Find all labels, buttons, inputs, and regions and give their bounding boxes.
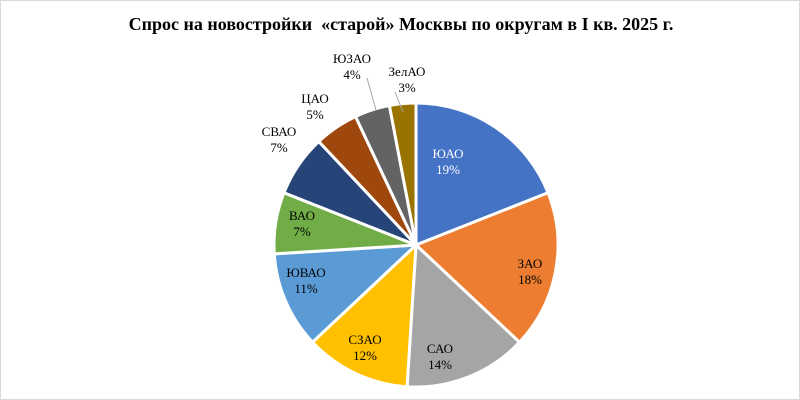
pie-slice-ЗАО	[414, 191, 560, 344]
slice-label-САО: САО	[427, 341, 453, 356]
leader-line-ЗелАО	[394, 91, 404, 113]
slice-value-ЮЗАО: 4%	[343, 67, 361, 82]
slice-label-ЗАО: ЗАО	[518, 256, 543, 271]
pie-slice-ЮАО	[414, 101, 550, 247]
slice-label-ЮВАО: ЮВАО	[286, 265, 325, 280]
pie-slice-САО	[405, 243, 522, 389]
slice-label-СЗАО: СЗАО	[348, 332, 381, 347]
slice-label-ЗелАО: ЗелАО	[389, 64, 426, 79]
slice-value-САО: 14%	[428, 357, 452, 372]
slice-value-СВАО: 7%	[270, 140, 288, 155]
slice-label-СВАО: СВАО	[262, 124, 297, 139]
pie-slice-ЮВАО	[272, 243, 418, 344]
slice-value-ЗелАО: 3%	[398, 80, 416, 95]
slice-label-ЦАО: ЦАО	[301, 91, 329, 106]
slice-label-ВАО: ВАО	[289, 208, 315, 223]
pie-slice-СЗАО	[310, 243, 418, 389]
slice-value-ЗАО: 18%	[518, 272, 542, 287]
slice-value-ЦАО: 5%	[306, 107, 324, 122]
pie-slice-ЗелАО	[387, 101, 418, 247]
slice-value-ЮАО: 19%	[436, 162, 460, 177]
slice-value-ВАО: 7%	[293, 224, 311, 239]
leader-line-ЮЗАО	[366, 77, 377, 111]
slice-value-ЮВАО: 11%	[294, 281, 318, 296]
slice-label-ЮАО: ЮАО	[433, 146, 464, 161]
slice-label-ЮЗАО: ЮЗАО	[333, 51, 371, 66]
chart-title: Спрос на новостройки «старой» Москвы по …	[128, 14, 674, 34]
slice-value-СЗАО: 12%	[353, 348, 377, 363]
